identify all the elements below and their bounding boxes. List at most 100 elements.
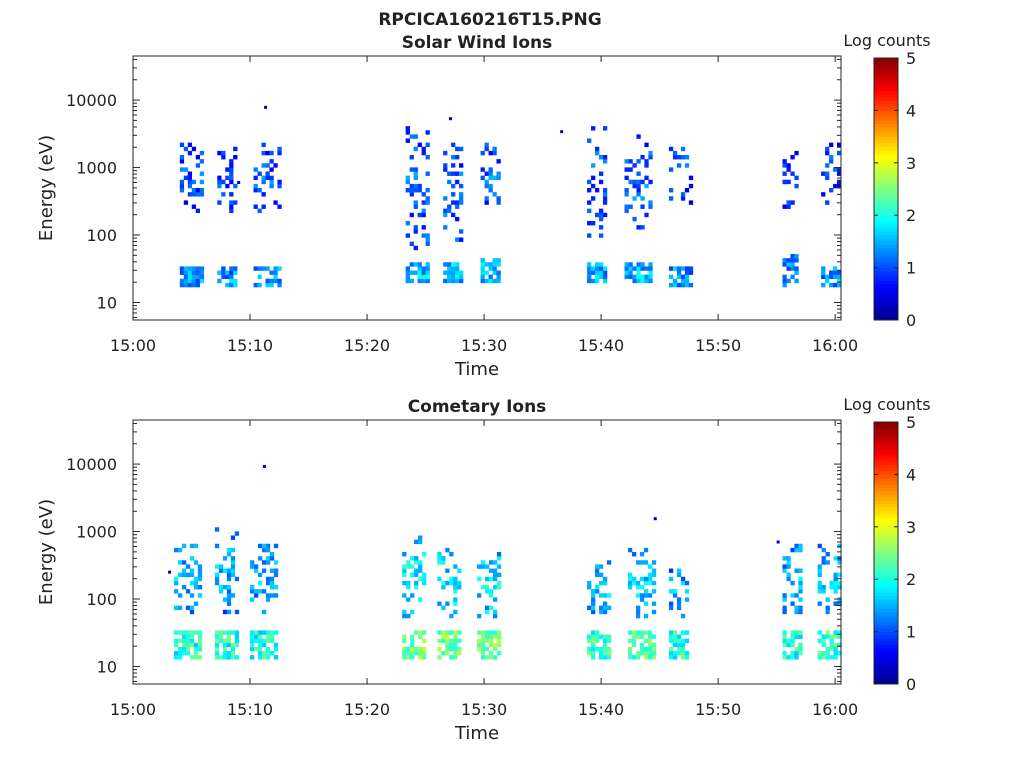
spectrogram-cell [602, 651, 608, 656]
spectrogram-cell [492, 585, 498, 590]
spectrogram-cell [459, 278, 464, 284]
spectrogram-cell [647, 642, 653, 648]
spectrogram-cell [457, 646, 462, 652]
spectrogram-cell [418, 564, 423, 569]
spectrogram-cell [229, 179, 234, 185]
colorbar-segment [874, 297, 898, 301]
spectrogram-cell [417, 270, 422, 275]
figure-title: RPCICA160216T15.PNG [378, 10, 601, 30]
spectrogram-cell [269, 638, 275, 644]
spectrogram-cell [421, 225, 426, 230]
spectrogram-cell [187, 142, 193, 148]
spectrogram-cell [414, 568, 419, 573]
spectrogram-cell [179, 142, 185, 148]
spectrogram-cell [825, 630, 830, 635]
spectrogram-cell [195, 270, 201, 275]
spectrogram-cell [790, 254, 795, 259]
spectrogram-cell [477, 638, 482, 644]
spectrogram-cell [183, 266, 189, 271]
spectrogram-cell [405, 188, 410, 193]
spectrogram-cell [217, 179, 222, 185]
spectrogram-cell [496, 262, 501, 267]
colorbar-segment [874, 277, 898, 282]
spectrogram-cell [265, 547, 271, 553]
colorbar-segment [874, 58, 898, 62]
spectrogram-cell [195, 282, 201, 288]
spectrogram-cell [829, 634, 834, 639]
spectrogram-cell [229, 274, 234, 280]
colorbar-segment [874, 97, 898, 101]
spectrogram-cell [624, 274, 629, 280]
colorbar-segment [874, 234, 898, 239]
x-tick-label: 15:20 [344, 336, 390, 355]
spectrogram-cell [230, 535, 236, 540]
spectrogram-cell [183, 200, 189, 205]
spectrogram-cell [651, 580, 657, 586]
spectrogram-cell [648, 200, 653, 205]
spectrogram-cell [639, 634, 645, 639]
spectrogram-cell [273, 278, 278, 284]
spectrogram-cell [786, 204, 791, 209]
spectrogram-cell [676, 270, 682, 275]
colorbar-segment [874, 569, 898, 574]
spectrogram-cell [217, 175, 222, 181]
spectrogram-cell [410, 646, 415, 652]
spectrogram-cell [253, 266, 258, 271]
spectrogram-cell [269, 183, 274, 189]
spectrogram-cell [480, 270, 485, 275]
spectrogram-cell [488, 560, 494, 565]
spectrogram-cell [825, 560, 830, 565]
colorbar-segment [874, 264, 898, 268]
spectrogram-cell [273, 266, 278, 271]
colorbar-segment [874, 107, 898, 111]
spectrogram-cell [631, 576, 637, 582]
x-tick-label: 15:10 [227, 700, 273, 719]
spectrogram-cell [226, 630, 232, 635]
spectrogram-cell [798, 634, 803, 639]
spectrogram-cell [417, 212, 422, 218]
spectrogram-cell [817, 630, 822, 635]
spectrogram-cell [217, 270, 222, 275]
colorbar-segment [874, 313, 898, 318]
spectrogram-cell [786, 163, 791, 168]
spectrogram-cell [455, 179, 460, 185]
spectrogram-cell [492, 646, 498, 652]
spectrogram-cell [492, 613, 498, 619]
spectrogram-cell [591, 609, 596, 615]
spectrogram-cell [782, 171, 787, 176]
spectrogram-cell [455, 171, 460, 176]
colorbar-segment [874, 628, 898, 632]
spectrogram-cell [222, 556, 228, 561]
colorbar-segment [874, 556, 898, 560]
spectrogram-cell [640, 196, 645, 201]
spectrogram-cell [191, 179, 197, 185]
spectrogram-cell [602, 646, 608, 652]
colorbar-segment [874, 451, 898, 456]
spectrogram-cell [406, 597, 411, 602]
spectrogram-cell [837, 651, 842, 656]
spectrogram-cell [193, 651, 199, 656]
spectrogram-cell [477, 564, 482, 569]
colorbar-segment [874, 166, 898, 170]
spectrogram-cell [254, 638, 259, 644]
spectrogram-cell [447, 266, 452, 271]
colorbar-segment [874, 100, 898, 105]
colorbar-segment [874, 579, 898, 583]
spectrogram-cell [402, 646, 407, 652]
spectrogram-cell [492, 175, 497, 181]
spectrogram-cell [672, 642, 678, 648]
spectrogram-cell [492, 609, 498, 615]
spectrogram-cell [455, 266, 460, 271]
spectrogram-cell [425, 142, 430, 148]
spectrogram-cell [183, 146, 189, 152]
colorbar-segment [874, 425, 898, 429]
colorbar-segment [874, 566, 898, 570]
spectrogram-cell [651, 651, 657, 656]
spectrogram-cell [837, 597, 842, 602]
spectrogram-cell [680, 613, 686, 619]
spectrogram-cell [179, 188, 185, 193]
colorbar-segment [874, 444, 898, 449]
spectrogram-cell [636, 192, 641, 197]
spectrogram-cell [269, 552, 275, 557]
